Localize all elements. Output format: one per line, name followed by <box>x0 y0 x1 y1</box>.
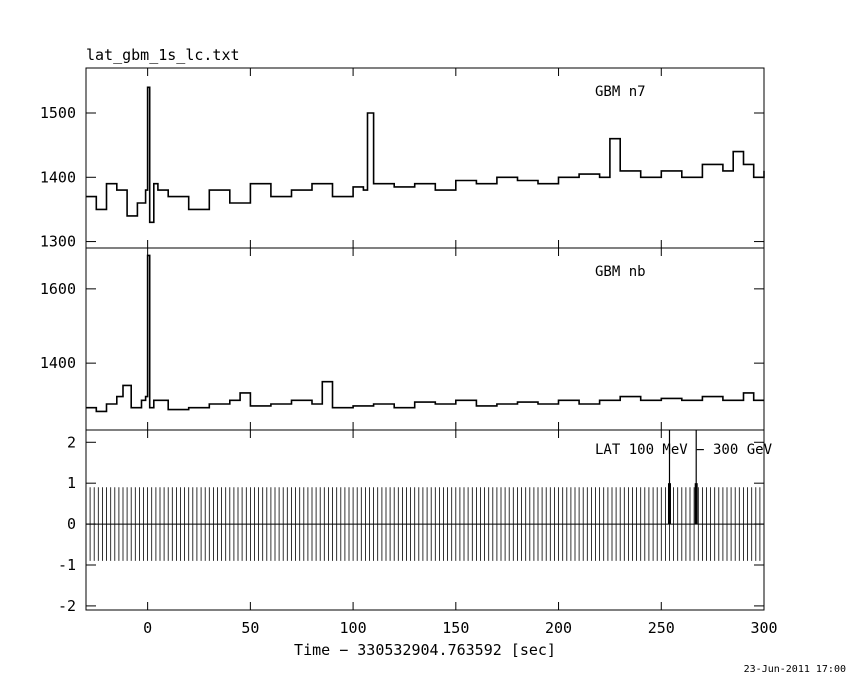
y-tick-label: 1400 <box>40 168 76 186</box>
x-axis-label: Time − 330532904.763592 [sec] <box>294 641 556 659</box>
panel-label: LAT 100 MeV − 300 GeV <box>595 442 773 458</box>
y-tick-label: -1 <box>58 556 76 574</box>
series-line <box>86 86 765 224</box>
y-tick-label: 1 <box>67 474 76 492</box>
y-tick-label: 1600 <box>40 280 76 298</box>
panel-frame <box>85 67 765 249</box>
timestamp: 23-Jun-2011 17:00 <box>744 664 846 675</box>
x-tick-label: 150 <box>442 619 469 637</box>
x-tick-label: 300 <box>750 619 777 637</box>
y-tick-label: 1400 <box>40 354 76 372</box>
panel-gbm-nb: GBM nb 1400 1600 <box>40 247 765 431</box>
error-bars <box>85 487 765 561</box>
y-tick-label: 1500 <box>40 104 76 122</box>
detection-bar <box>694 483 698 525</box>
series-line <box>86 254 764 413</box>
detection-bar <box>667 483 671 525</box>
x-tick-label: 0 <box>143 619 152 637</box>
panel-gbm-n7: GBM n7 1300 1400 1500 <box>40 67 765 251</box>
y-tick-label: 0 <box>67 515 76 533</box>
x-axis: 0 50 100 150 200 250 300 <box>143 619 777 637</box>
x-tick-label: 100 <box>340 619 367 637</box>
y-tick-label: -2 <box>58 597 76 615</box>
panel-lat: LAT 100 MeV − 300 GeV -2 -1 0 1 2 <box>58 429 773 615</box>
x-tick-label: 50 <box>241 619 259 637</box>
x-tick-label: 250 <box>648 619 675 637</box>
figure-title: lat_gbm_1s_lc.txt <box>86 46 240 64</box>
panel-label: GBM n7 <box>595 84 646 100</box>
x-tick-label: 200 <box>545 619 572 637</box>
y-tick-label: 2 <box>67 433 76 451</box>
panel-label: GBM nb <box>595 264 646 280</box>
y-tick-label: 1300 <box>40 233 76 251</box>
